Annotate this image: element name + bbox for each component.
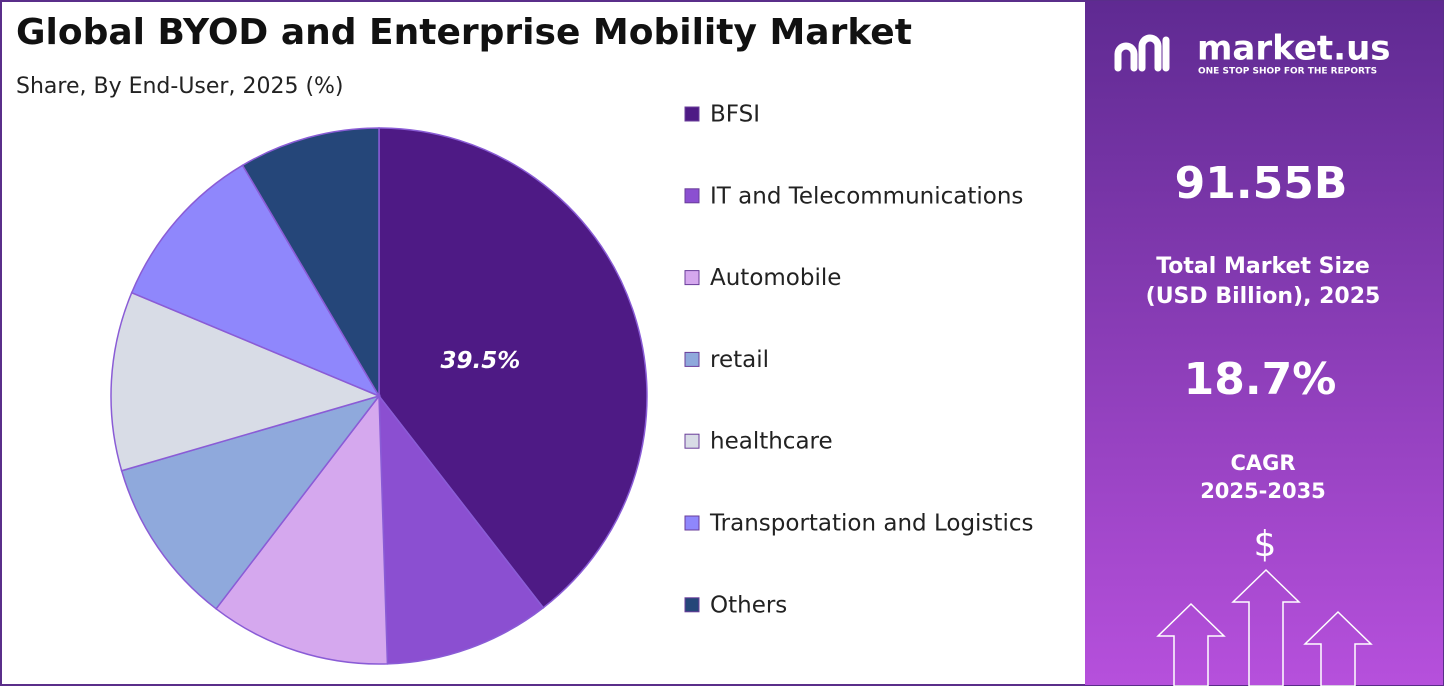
legend-label: Automobile — [710, 265, 841, 291]
legend-label: Others — [710, 592, 787, 618]
market-size-label: Total Market Size — [1156, 254, 1370, 279]
pie-slice — [378, 127, 648, 609]
cagr: 18.7% — [1184, 354, 1337, 405]
pie-slice — [215, 393, 389, 665]
data-label: 39.5% — [441, 348, 521, 374]
cagr-label: 2025-2035 — [1200, 479, 1326, 503]
brand: market.us — [1197, 29, 1391, 69]
pie-slice — [130, 164, 381, 398]
market-size: 91.55B — [1175, 158, 1348, 209]
tagline: ONE STOP SHOP FOR THE REPORTS — [1198, 67, 1377, 77]
legend-swatch — [684, 433, 700, 449]
legend-label: IT and Telecommunications — [710, 183, 1023, 209]
currency-symbol: $ — [1254, 524, 1277, 565]
pie-slice — [241, 127, 380, 399]
side-panel — [1085, 1, 1443, 685]
legend-label: BFSI — [710, 102, 760, 128]
pie-slice — [110, 291, 382, 472]
legend-label: healthcare — [710, 429, 833, 455]
logo — [1114, 34, 1170, 72]
legend-swatch — [684, 597, 700, 613]
legend-swatch — [684, 270, 700, 286]
market-size-label: (USD Billion), 2025 — [1146, 284, 1381, 309]
pie-slice — [378, 393, 545, 665]
legend-swatch — [684, 515, 700, 531]
chart-subtitle: Share, By End-User, 2025 (%) — [16, 74, 344, 99]
legend-swatch — [684, 188, 700, 204]
legend-label: retail — [710, 347, 769, 373]
legend-swatch — [684, 106, 700, 122]
cagr-label: CAGR — [1230, 451, 1295, 475]
arrows — [1156, 568, 1373, 686]
legend-swatch — [684, 351, 700, 367]
chart-title: Global BYOD and Enterprise Mobility Mark… — [16, 12, 912, 53]
legend-label: Transportation and Logistics — [709, 511, 1033, 537]
pie-slice — [120, 394, 381, 610]
